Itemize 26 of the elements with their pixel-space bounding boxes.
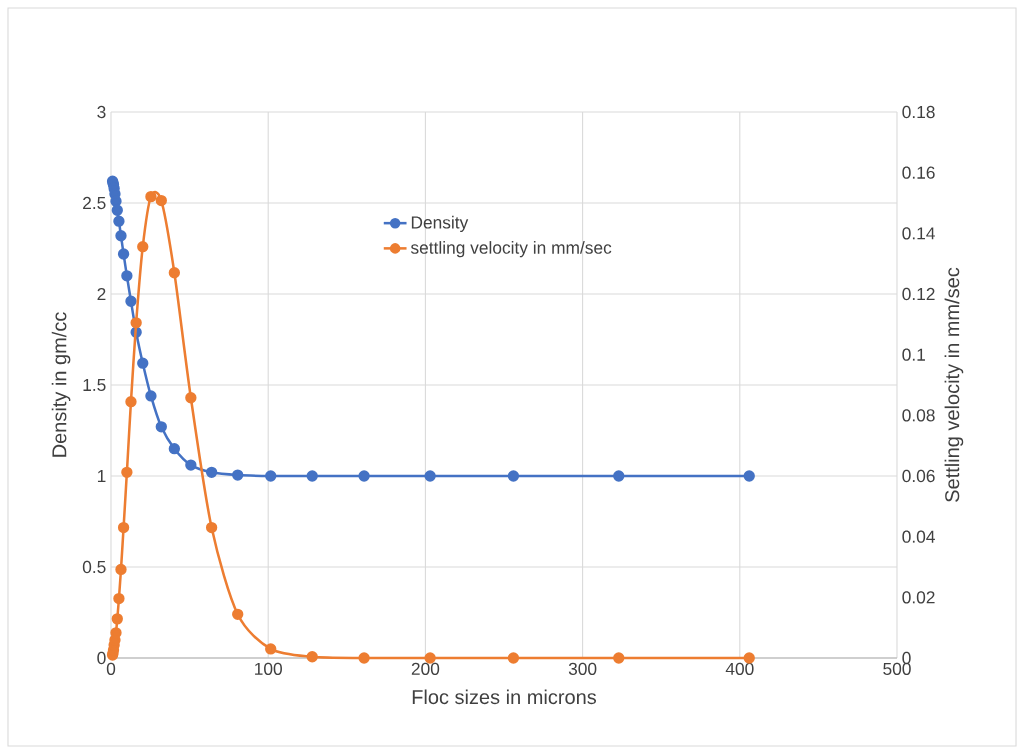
y-tick-label: 2.5: [83, 196, 106, 210]
y-tick-label: 1.5: [83, 378, 106, 392]
y2-tick-label: 0.14: [902, 227, 935, 240]
x-tick-label: 200: [411, 662, 440, 675]
y2-tick-label: 0.08: [902, 409, 935, 422]
legend-label: settling velocity in mm/sec: [410, 241, 612, 258]
y-tick-label: 0.5: [82, 560, 106, 574]
x-tick-label: 100: [255, 662, 282, 675]
x-tick-label: 400: [725, 662, 754, 675]
y2-tick-label: 0.18: [902, 105, 935, 119]
x-tick-label: 300: [568, 662, 597, 675]
legend-label: Density: [411, 215, 469, 233]
y2-tick-label: 0.06: [902, 469, 935, 483]
y-tick-label: 3: [97, 105, 106, 119]
y2-tick-label: 0.16: [902, 166, 935, 179]
y2-tick-label: 0.02: [902, 591, 935, 604]
y2-axis-title: Settling velocity in mm/sec: [944, 267, 964, 502]
y-tick-label: 0: [97, 651, 106, 665]
y2-tick-label: 0.1: [902, 348, 925, 361]
x-axis-title: Floc sizes in microns: [412, 689, 597, 705]
x-tick-label: 0: [106, 662, 116, 675]
y-tick-label: 1: [97, 470, 106, 482]
y2-tick-label: 0.04: [902, 530, 935, 543]
y2-tick-label: 0.12: [902, 287, 935, 301]
y-tick-label: 2: [97, 287, 106, 301]
y-axis-title: Density in gm/cc: [51, 312, 71, 457]
